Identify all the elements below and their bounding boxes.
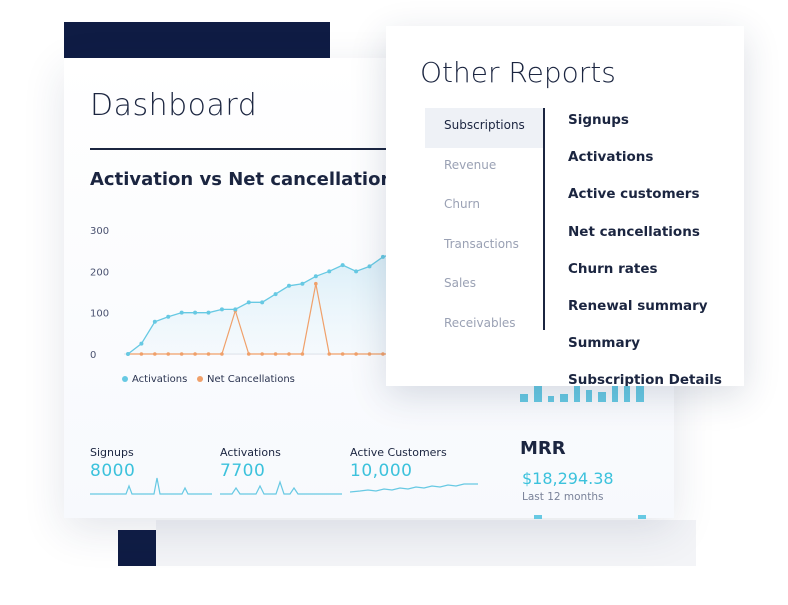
- net-cancellations-point: [260, 352, 264, 356]
- decorative-navy-bar: [64, 22, 330, 58]
- stat-signups: Signups 8000: [90, 446, 135, 481]
- activations-point: [380, 254, 385, 259]
- reports-title: Other Reports: [420, 56, 616, 89]
- category-subscriptions[interactable]: Subscriptions: [425, 108, 543, 148]
- activations-point: [233, 307, 238, 312]
- net-cancellations-point: [367, 352, 372, 356]
- net-cancellations-point: [193, 352, 197, 356]
- net-cancellations-point: [287, 352, 291, 356]
- activations-point: [126, 352, 130, 356]
- activations-point: [166, 314, 171, 319]
- activation-chart: 300 200 100 0 Activations Net Cancellations: [90, 226, 430, 385]
- activations-point: [287, 283, 291, 288]
- activations-point: [273, 292, 278, 297]
- signups-sparkline: [90, 477, 212, 495]
- stat-activations: Activations 7700: [220, 446, 281, 481]
- activations-area: [128, 244, 430, 354]
- activations-point: [206, 310, 211, 315]
- activations-point: [313, 274, 318, 279]
- activations-point: [219, 307, 224, 312]
- y-tick-label: 200: [90, 267, 109, 278]
- activations-point: [139, 341, 144, 346]
- stat-value: 10,000: [350, 461, 413, 481]
- activations-point: [340, 263, 345, 268]
- activations-point: [367, 264, 372, 269]
- activations-point: [327, 269, 332, 274]
- net-cancellations-point: [381, 352, 385, 356]
- net-cancellations-point: [354, 352, 358, 356]
- category-divider: [543, 108, 545, 330]
- net-cancellations-point: [273, 352, 278, 356]
- stat-label: Activations: [220, 446, 281, 459]
- net-cancellations-point: [179, 352, 184, 356]
- decorative-navy-square: [118, 530, 156, 566]
- net-cancellations-point: [206, 352, 211, 356]
- activations-point: [179, 310, 184, 315]
- report-summary[interactable]: Summary: [568, 335, 641, 352]
- net-cancellations-point: [314, 281, 318, 286]
- y-tick-label: 0: [90, 350, 96, 361]
- y-tick-label: 300: [90, 226, 109, 237]
- other-reports-panel: Other Reports Subscriptions Revenue Chur…: [386, 26, 744, 386]
- legend-activations-marker: [122, 376, 128, 382]
- stat-value: 8000: [90, 461, 136, 481]
- net-cancellations-point: [166, 352, 171, 356]
- title-divider: [90, 148, 430, 150]
- mrr-period: Last 12 months: [522, 491, 604, 503]
- report-churn-rates[interactable]: Churn rates: [568, 260, 658, 277]
- report-subscription-details[interactable]: Subscription Details: [568, 372, 722, 386]
- y-tick-label: 100: [90, 309, 109, 320]
- chart-title: Activation vs Net cancellation: [90, 169, 394, 190]
- legend-net-cancellations-marker: [197, 376, 203, 382]
- activations-point: [354, 269, 359, 274]
- net-cancellations-point: [340, 352, 345, 356]
- net-cancellations-point: [300, 352, 305, 356]
- category-sales[interactable]: Sales: [444, 276, 476, 290]
- stat-label: Signups: [90, 446, 134, 459]
- mrr-bar-chart: [520, 384, 644, 402]
- legend-net-cancellations-label: Net Cancellations: [207, 374, 295, 385]
- activations-point: [152, 319, 157, 324]
- mrr-value: $18,294.38: [522, 469, 614, 488]
- category-churn[interactable]: Churn: [444, 197, 480, 211]
- category-receivables[interactable]: Receivables: [444, 315, 516, 330]
- active-customers-sparkline: [350, 483, 478, 493]
- net-cancellations-point: [246, 352, 251, 356]
- activations-point: [300, 281, 305, 286]
- report-active-customers[interactable]: Active customers: [568, 186, 700, 203]
- activations-point: [246, 300, 251, 305]
- activations-point: [260, 300, 265, 305]
- stat-label: Active Customers: [350, 446, 447, 459]
- net-cancellations-point: [139, 352, 144, 356]
- mrr-bottom-bars: [534, 515, 646, 519]
- category-revenue[interactable]: Revenue: [444, 157, 497, 172]
- report-renewal-summary[interactable]: Renewal summary: [568, 297, 708, 314]
- dashboard-title: Dashboard: [90, 88, 258, 123]
- stat-value: 7700: [220, 461, 266, 481]
- report-list: Signups Activations Active customers Net…: [568, 112, 722, 386]
- report-category-list: Subscriptions Revenue Churn Transactions…: [425, 108, 543, 345]
- activations-point: [193, 310, 198, 315]
- mrr-label: MRR: [520, 438, 566, 459]
- report-activations[interactable]: Activations: [568, 149, 654, 166]
- net-cancellations-point: [327, 352, 332, 356]
- net-cancellations-point: [220, 352, 224, 356]
- report-net-cancellations[interactable]: Net cancellations: [568, 223, 700, 240]
- legend-activations-label: Activations: [132, 374, 187, 385]
- stat-active-customers: Active Customers 10,000: [350, 446, 447, 481]
- net-cancellations-point: [153, 352, 157, 356]
- activations-sparkline: [220, 480, 342, 495]
- category-transactions[interactable]: Transactions: [444, 236, 519, 251]
- background-panel: [156, 520, 696, 566]
- report-signups[interactable]: Signups: [568, 112, 629, 128]
